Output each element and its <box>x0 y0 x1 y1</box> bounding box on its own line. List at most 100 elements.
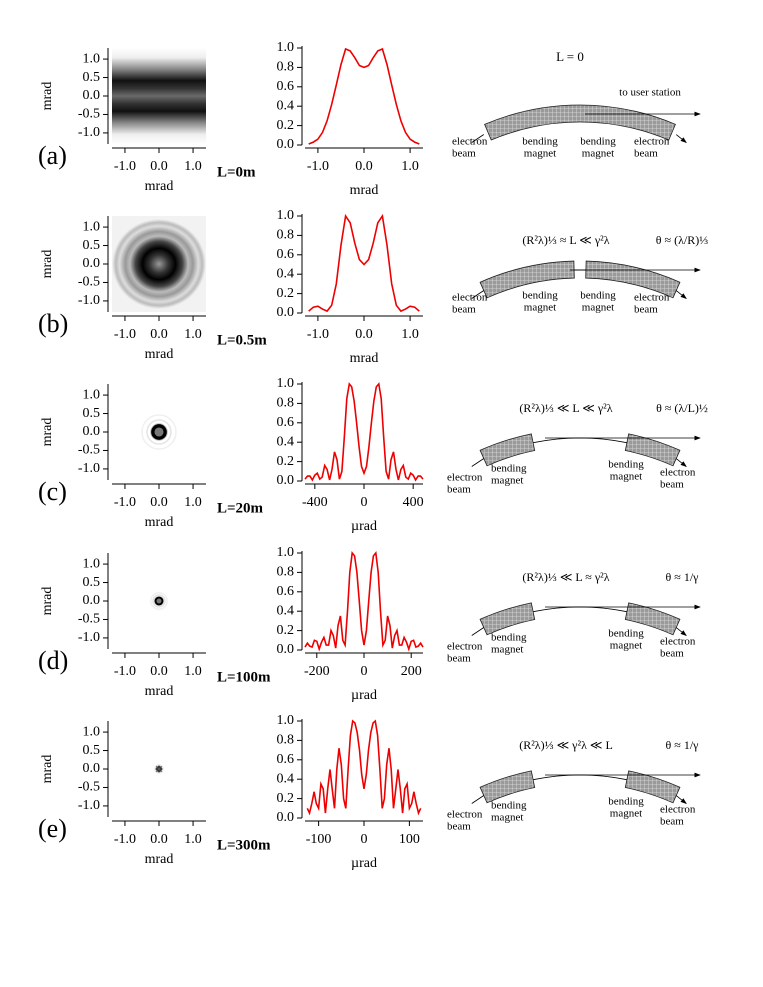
x-axis-label: mrad <box>145 347 174 362</box>
bending-magnet <box>479 602 536 636</box>
x-tick-label: 1.0 <box>401 159 419 174</box>
y-tick-label: 0.0 <box>83 761 101 776</box>
beam-out-label: electron <box>660 804 696 816</box>
beam-out-label: beam <box>634 148 658 160</box>
beam-in-label: electron <box>452 136 488 148</box>
y-axis-label: mrad <box>40 250 55 279</box>
x-tick-label: -1.0 <box>307 159 329 174</box>
x-tick-label: -1.0 <box>114 664 136 679</box>
x-tick-label: 1.0 <box>184 832 202 847</box>
x-axis-label: mrad <box>145 179 174 194</box>
magnet-right-label: magnet <box>582 148 614 160</box>
panel-label: (a) <box>38 141 67 170</box>
y-tick-label: 0.6 <box>277 79 295 94</box>
electron-out <box>675 290 687 300</box>
y-tick-label: -0.5 <box>78 107 100 122</box>
panel-label: (b) <box>38 309 68 338</box>
x-tick-label: 1.0 <box>401 327 419 342</box>
station-label: to user station <box>619 87 681 99</box>
magnet-left-label: bending <box>491 463 527 475</box>
y-tick-label: 0.2 <box>277 623 295 638</box>
y-tick-label: 0.6 <box>277 415 295 430</box>
y-tick-label: 0.5 <box>83 238 101 253</box>
beam-path <box>533 437 627 444</box>
beam-out-label: electron <box>634 292 670 304</box>
intensity-image <box>112 721 206 817</box>
electron-in <box>471 290 484 299</box>
x-axis-label: µrad <box>351 856 377 871</box>
y-tick-label: 0.6 <box>277 584 295 599</box>
x-tick-label: 0.0 <box>150 832 168 847</box>
y-tick-label: 0.5 <box>83 743 101 758</box>
intensity-curve <box>308 47 420 145</box>
intensity-curve <box>306 719 422 816</box>
x-tick-label: 0.0 <box>150 159 168 174</box>
x-tick-label: 1.0 <box>184 495 202 510</box>
x-axis-label: µrad <box>351 519 377 534</box>
y-tick-label: 1.0 <box>83 556 101 571</box>
x-axis-label: mrad <box>350 183 379 198</box>
x-tick-label: -1.0 <box>307 327 329 342</box>
panel-label: (e) <box>38 814 67 843</box>
x-tick-label: -100 <box>306 832 332 847</box>
intensity-image <box>112 553 206 649</box>
ring <box>154 764 164 774</box>
beam-in-label: electron <box>447 809 483 821</box>
y-tick-label: 0.0 <box>83 593 101 608</box>
ring <box>152 594 166 608</box>
x-axis-label: mrad <box>145 515 174 530</box>
x-tick-label: 400 <box>403 495 424 510</box>
formula: (R²λ)⅓ ≪ L ≪ γ²λ <box>519 401 612 415</box>
magnet-left-label: bending <box>491 632 527 644</box>
distance-label: L=100m <box>217 669 271 685</box>
magnet-right-label: bending <box>608 796 644 808</box>
x-axis-label: µrad <box>351 688 377 703</box>
y-tick-label: 0.2 <box>277 791 295 806</box>
x-axis-label: mrad <box>145 852 174 867</box>
x-tick-label: 200 <box>401 664 422 679</box>
panel-label: (d) <box>38 646 68 675</box>
magnet-left-label: magnet <box>491 475 523 487</box>
x-tick-label: 0.0 <box>150 495 168 510</box>
beam-in-label: electron <box>452 292 488 304</box>
ring <box>150 592 168 610</box>
x-tick-label: -1.0 <box>114 832 136 847</box>
x-axis-label: mrad <box>350 351 379 366</box>
ring <box>141 414 177 450</box>
star-spike <box>155 765 163 773</box>
y-tick-label: 0.0 <box>83 424 101 439</box>
y-tick-label: 0.5 <box>83 575 101 590</box>
panel-label: (c) <box>38 477 67 506</box>
y-tick-label: -1.0 <box>78 630 100 645</box>
x-tick-label: 1.0 <box>184 159 202 174</box>
x-tick-label: 0.0 <box>150 664 168 679</box>
y-tick-label: 0.4 <box>277 266 295 281</box>
beam-out-label: beam <box>634 304 658 316</box>
y-tick-label: 0.8 <box>277 733 295 748</box>
angle-formula: θ ≈ (λ/R)⅓ <box>656 233 708 247</box>
x-tick-label: 1.0 <box>184 664 202 679</box>
beam-in-label: beam <box>452 304 476 316</box>
electron-in <box>471 458 484 467</box>
electron-out <box>675 134 687 144</box>
beam-out-label: electron <box>660 467 696 479</box>
ring <box>146 419 172 445</box>
y-tick-label: 0.4 <box>277 771 295 786</box>
y-tick-label: -0.5 <box>78 612 100 627</box>
y-tick-label: 0.2 <box>277 454 295 469</box>
y-axis-label: mrad <box>40 418 55 447</box>
y-tick-label: 1.0 <box>277 545 295 560</box>
y-tick-label: 0.6 <box>277 752 295 767</box>
distance-label: L=20m <box>217 500 264 516</box>
y-tick-label: 0.4 <box>277 98 295 113</box>
intensity-image <box>112 48 206 144</box>
beam-out-label: electron <box>660 636 696 648</box>
y-tick-label: 0.8 <box>277 565 295 580</box>
magnet-right-label: bending <box>608 628 644 640</box>
y-tick-label: -1.0 <box>78 798 100 813</box>
beam-path <box>533 774 627 781</box>
electron-in <box>471 795 484 804</box>
bending-magnet <box>479 260 575 299</box>
magnet-left-label: bending <box>522 136 558 148</box>
x-tick-label: 0.0 <box>355 327 373 342</box>
